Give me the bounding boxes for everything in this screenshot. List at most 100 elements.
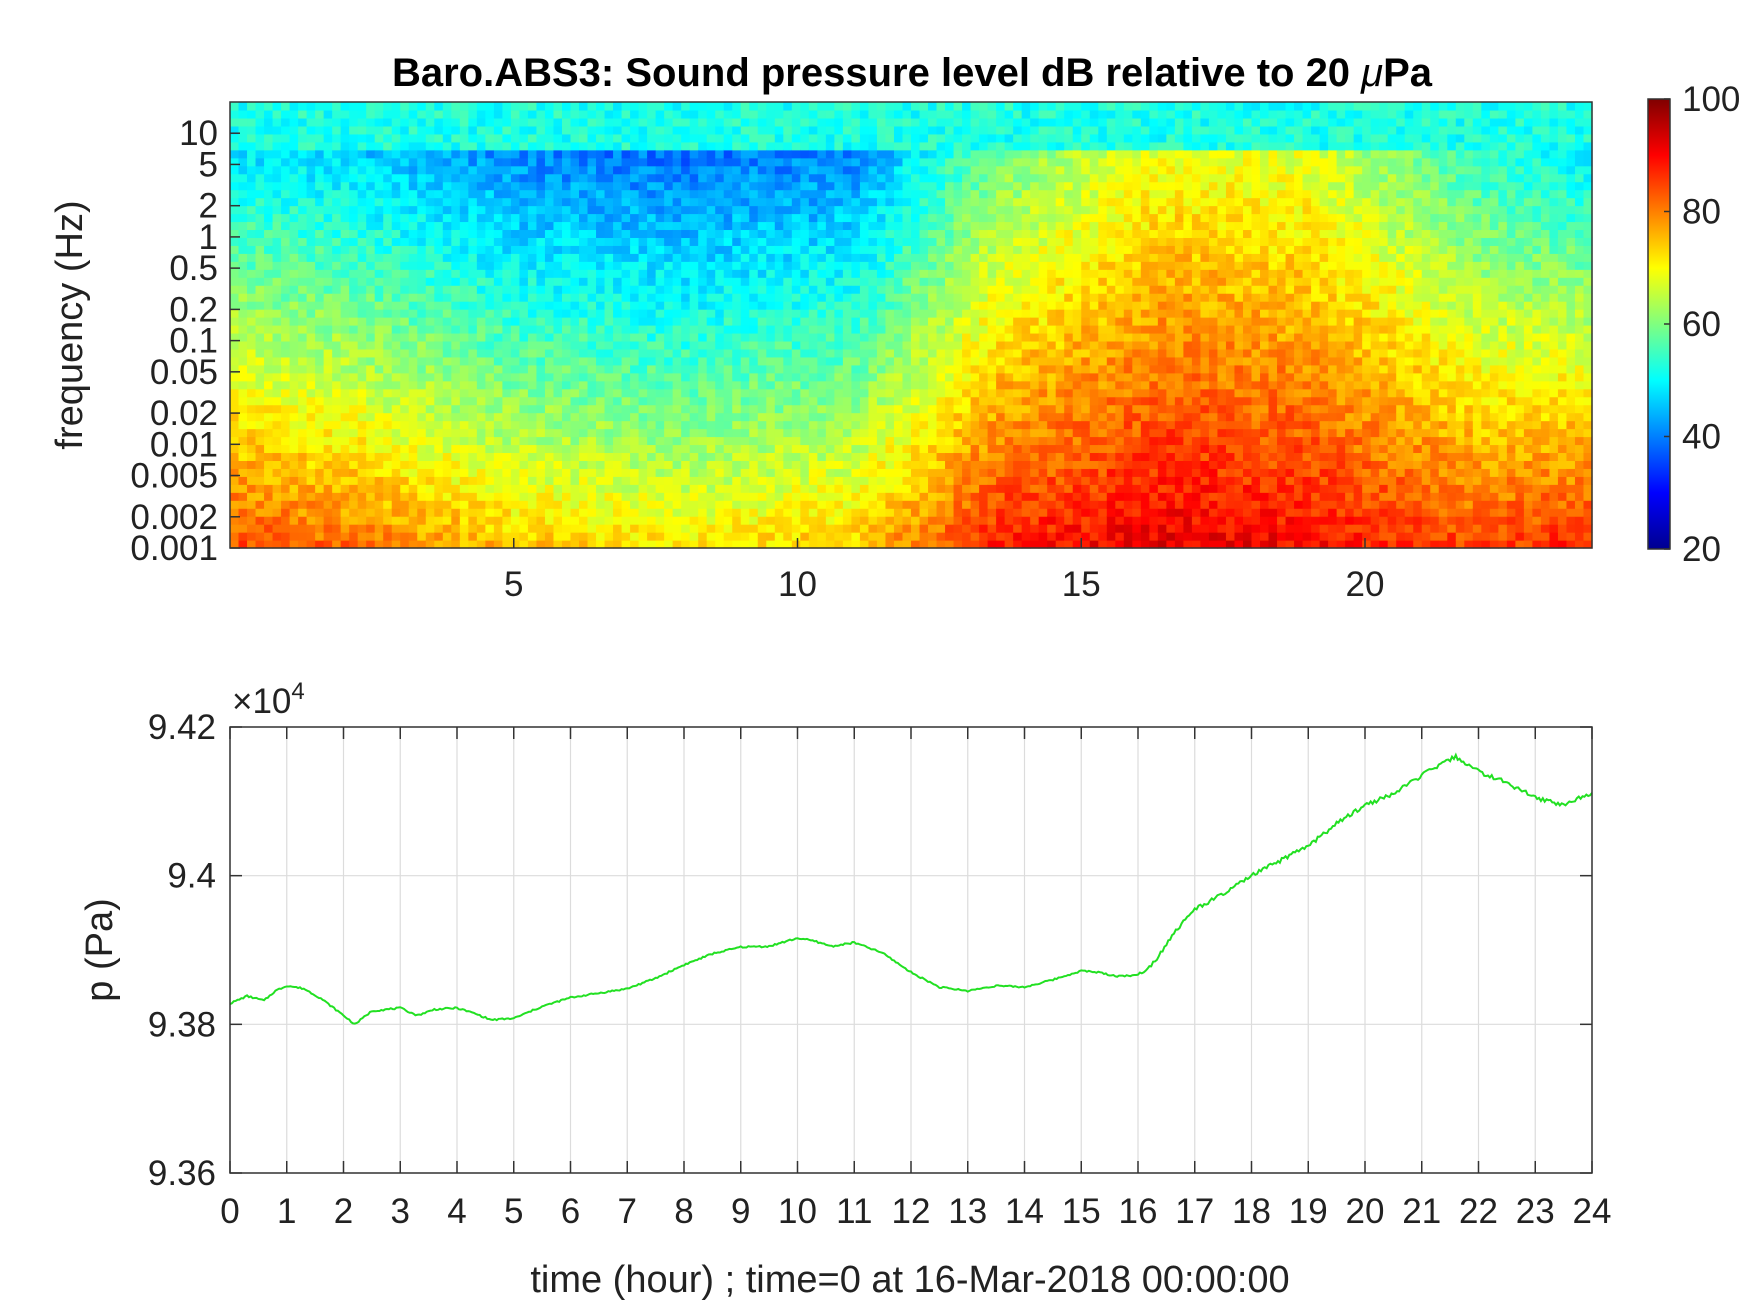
heatmap-cell [502,540,512,549]
heatmap-cell [723,540,733,549]
heatmap-cell [953,237,963,246]
heatmap-cell [366,436,376,446]
heatmap-cell [272,317,282,326]
heatmap-cell [808,245,818,254]
heatmap-cell [442,109,452,119]
heatmap-cell [664,404,674,414]
heatmap-cell [647,332,657,342]
heatmap-cell [621,532,631,541]
heatmap-cell [911,205,921,215]
heatmap-cell [400,388,410,398]
heatmap-cell [383,149,393,159]
heatmap-cell [655,157,665,167]
heatmap-cell [791,309,801,318]
heatmap-cell [570,364,580,374]
heatmap-cell [911,245,921,254]
heatmap-cell [519,269,529,278]
heatmap-cell [962,173,972,183]
heatmap-cell [468,141,478,151]
heatmap-cell [400,364,410,374]
heatmap-cell [885,492,895,501]
heatmap-cell [774,277,784,286]
heatmap-cell [911,516,921,525]
heatmap-cell [638,221,648,231]
heatmap-cell [962,189,972,199]
heatmap-cell [306,452,316,461]
heatmap-cell [493,301,503,310]
heatmap-cell [911,165,921,175]
heatmap-cell [315,133,325,143]
heatmap-cell [706,181,716,191]
heatmap-cell [655,125,665,135]
heatmap-cell [876,348,887,358]
heatmap-cell [340,348,350,358]
heatmap-cell [732,109,742,119]
heatmap-cell [400,309,410,318]
heatmap-cell [230,516,240,525]
spectrogram-cells [230,102,1593,549]
heatmap-cell [527,524,538,533]
heatmap-cell [774,372,784,382]
heatmap-cell [323,229,333,238]
heatmap-cell [800,213,810,223]
heatmap-cell [459,348,469,358]
heatmap-cell [723,348,733,358]
heatmap-cell [655,277,665,286]
heatmap-cell [851,476,861,485]
heatmap-cell [953,492,963,501]
heatmap-cell [842,109,853,119]
heatmap-cell [366,444,376,454]
heatmap-cell [766,532,776,541]
heatmap-cell [340,261,350,270]
heatmap-cell [936,492,946,501]
heatmap-cell [842,325,853,334]
heatmap-cell [425,420,435,430]
heatmap-cell [485,245,495,254]
heatmap-cell [366,229,376,238]
heatmap-cell [851,229,861,238]
heatmap-cell [655,221,665,231]
heatmap-cell [519,141,529,151]
heatmap-cell [238,332,248,342]
heatmap-cell [434,325,444,334]
heatmap-cell [723,460,733,469]
heatmap-cell [868,452,878,461]
heatmap-cell [510,452,521,461]
heatmap-cell [315,540,325,549]
heatmap-cell [264,412,274,422]
heatmap-cell [919,102,929,111]
heatmap-cell [928,388,938,398]
heatmap-cell [510,532,521,541]
heatmap-cell [544,141,555,151]
heatmap-cell [561,356,572,366]
heatmap-cell [434,285,444,294]
heatmap-cell [970,460,980,469]
heatmap-cell [527,460,538,469]
heatmap-cell [264,516,274,525]
heatmap-cell [902,460,912,469]
heatmap-cell [596,301,606,310]
heatmap-cell [238,277,248,286]
heatmap-cell [561,532,572,541]
heatmap-cell [596,436,606,446]
heatmap-cell [289,325,299,334]
heatmap-cell [919,524,929,533]
heatmap-cell [383,253,393,262]
heatmap-cell [774,540,784,549]
heatmap-cell [970,229,980,238]
heatmap-cell [851,125,861,135]
heatmap-cell [374,452,384,461]
heatmap-cell [859,301,870,310]
heatmap-cell [885,245,895,254]
heatmap-cell [306,197,316,207]
heatmap-cell [306,213,316,223]
heatmap-cell [332,444,342,454]
heatmap-cell [587,245,597,254]
heatmap-cell [527,149,538,159]
heatmap-cell [970,348,980,358]
heatmap-cell [315,388,325,398]
heatmap-cell [945,412,955,422]
heatmap-cell [647,229,657,238]
heatmap-cell [613,165,623,175]
heatmap-cell [936,444,946,454]
